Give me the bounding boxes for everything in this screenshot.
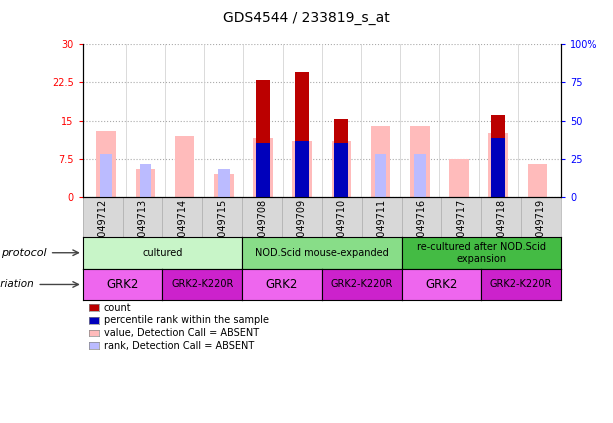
Text: percentile rank within the sample: percentile rank within the sample xyxy=(104,315,268,325)
Text: NOD.Scid mouse-expanded: NOD.Scid mouse-expanded xyxy=(255,248,389,258)
Text: re-cultured after NOD.Scid
expansion: re-cultured after NOD.Scid expansion xyxy=(417,242,546,264)
Bar xyxy=(334,119,348,197)
Text: GSM1049708: GSM1049708 xyxy=(257,199,267,264)
Text: GRK2: GRK2 xyxy=(425,278,457,291)
Text: GSM1049709: GSM1049709 xyxy=(297,199,307,264)
Text: GSM1049713: GSM1049713 xyxy=(137,199,148,264)
Bar xyxy=(449,159,469,197)
Bar xyxy=(214,174,234,197)
Bar xyxy=(140,164,151,197)
Bar xyxy=(332,141,351,197)
Bar xyxy=(491,138,505,197)
Text: GSM1049710: GSM1049710 xyxy=(337,199,347,264)
Text: value, Detection Call = ABSENT: value, Detection Call = ABSENT xyxy=(104,328,259,338)
Bar xyxy=(218,169,230,197)
Bar xyxy=(135,169,155,197)
Text: GSM1049717: GSM1049717 xyxy=(456,199,466,264)
Text: GSM1049716: GSM1049716 xyxy=(416,199,427,264)
Text: GSM1049715: GSM1049715 xyxy=(217,199,227,264)
Text: GDS4544 / 233819_s_at: GDS4544 / 233819_s_at xyxy=(223,11,390,25)
Text: GRK2: GRK2 xyxy=(107,278,139,291)
Text: protocol: protocol xyxy=(1,248,47,258)
Text: cultured: cultured xyxy=(142,248,183,258)
Bar xyxy=(489,133,508,197)
Bar xyxy=(528,164,547,197)
Bar xyxy=(375,154,386,197)
Bar xyxy=(295,141,310,197)
Text: genotype/variation: genotype/variation xyxy=(0,280,35,289)
Bar xyxy=(492,141,504,197)
Text: GSM1049711: GSM1049711 xyxy=(376,199,387,264)
Text: GRK2-K220R: GRK2-K220R xyxy=(330,280,393,289)
Bar xyxy=(101,154,112,197)
Bar xyxy=(256,80,270,197)
Text: GRK2: GRK2 xyxy=(266,278,298,291)
Text: GSM1049719: GSM1049719 xyxy=(536,199,546,264)
Text: GSM1049714: GSM1049714 xyxy=(177,199,188,264)
Bar xyxy=(371,126,390,197)
Text: count: count xyxy=(104,302,131,313)
Bar xyxy=(175,136,194,197)
Bar xyxy=(491,115,505,197)
Bar xyxy=(256,143,270,197)
Text: rank, Detection Call = ABSENT: rank, Detection Call = ABSENT xyxy=(104,341,254,351)
Bar xyxy=(414,154,425,197)
Text: GSM1049712: GSM1049712 xyxy=(97,199,108,264)
Text: GRK2-K220R: GRK2-K220R xyxy=(171,280,234,289)
Bar xyxy=(410,126,430,197)
Bar xyxy=(96,131,116,197)
Text: GRK2-K220R: GRK2-K220R xyxy=(490,280,552,289)
Bar xyxy=(253,138,273,197)
Bar xyxy=(292,141,312,197)
Bar xyxy=(295,72,310,197)
Bar xyxy=(334,143,348,197)
Text: GSM1049718: GSM1049718 xyxy=(496,199,506,264)
